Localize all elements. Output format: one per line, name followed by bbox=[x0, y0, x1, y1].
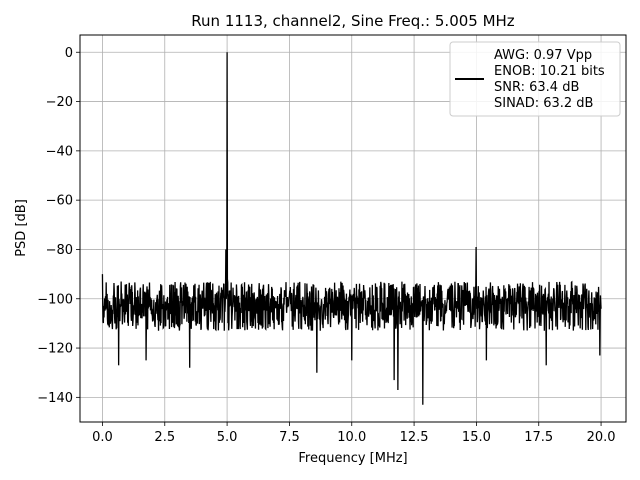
y-tick-label: −140 bbox=[37, 391, 73, 406]
axis-ticks: 0.0 2.5 5.0 7.5 10.0 12.5 15.0 17.5 20.0 0 −20 −40 −… bbox=[37, 46, 615, 445]
psd-line bbox=[101, 52, 602, 405]
legend-entry-awg: AWG: 0.97 Vpp bbox=[494, 48, 592, 63]
legend-entry-sinad: SINAD: 63.2 dB bbox=[494, 96, 593, 111]
y-tick-label: 0 bbox=[65, 46, 73, 61]
x-tick-label: 15.0 bbox=[462, 430, 491, 445]
x-tick-label: 2.5 bbox=[154, 430, 175, 445]
y-tick-label: −120 bbox=[37, 342, 73, 357]
plot-frame bbox=[79, 34, 627, 423]
x-axis-label: Frequency [MHz] bbox=[298, 451, 407, 466]
x-tick-label: 17.5 bbox=[524, 430, 553, 445]
psd-series-line bbox=[101, 52, 602, 405]
y-tick-label: −100 bbox=[37, 292, 73, 307]
x-tick-label: 10.0 bbox=[337, 430, 366, 445]
x-tick-label: 12.5 bbox=[400, 430, 429, 445]
x-tick-label: 20.0 bbox=[587, 430, 616, 445]
y-axis-label: PSD [dB] bbox=[14, 199, 29, 257]
y-tick-label: −40 bbox=[46, 144, 73, 159]
legend-entry-enob: ENOB: 10.21 bits bbox=[494, 64, 605, 79]
x-tick-label: 0.0 bbox=[92, 430, 113, 445]
x-tick-label: 7.5 bbox=[279, 430, 300, 445]
y-tick-label: −20 bbox=[46, 95, 73, 110]
x-tick-label: 5.0 bbox=[217, 430, 238, 445]
chart-title: Run 1113, channel2, Sine Freq.: 5.005 MH… bbox=[191, 12, 515, 30]
y-tick-label: −60 bbox=[46, 194, 73, 209]
legend-box bbox=[449, 41, 621, 117]
legend: AWG: 0.97 Vpp ENOB: 10.21 bits SNR: 63.4… bbox=[449, 41, 621, 117]
legend-entry-snr: SNR: 63.4 dB bbox=[494, 80, 579, 95]
y-tick-label: −80 bbox=[46, 243, 73, 258]
